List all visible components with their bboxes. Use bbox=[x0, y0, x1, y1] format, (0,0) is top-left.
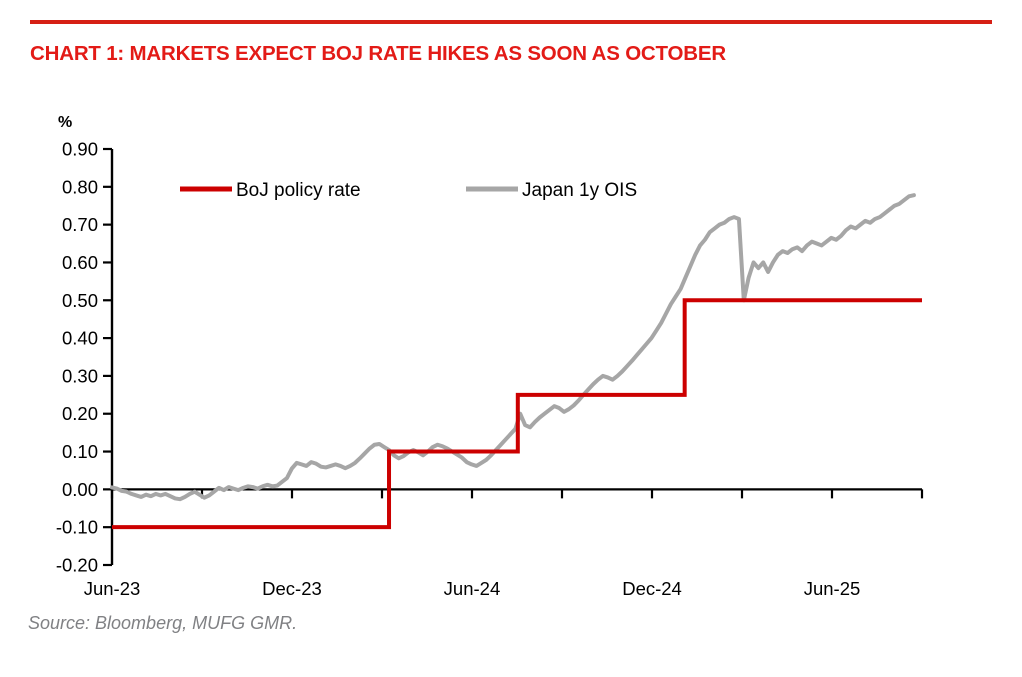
source-note: Source: Bloomberg, MUFG GMR. bbox=[28, 613, 298, 633]
y-tick-label: 0.30 bbox=[62, 365, 98, 386]
y-tick-label: 0.80 bbox=[62, 176, 98, 197]
y-tick-label: -0.20 bbox=[56, 555, 98, 576]
y-tick-label: 0.40 bbox=[62, 328, 98, 349]
y-tick-label: -0.10 bbox=[56, 517, 98, 538]
y-tick-label: 0.60 bbox=[62, 252, 98, 273]
y-tick-label: 0.50 bbox=[62, 290, 98, 311]
chart-svg: 0.90 0.80 0.70 0.60 0.50 0.40 0.30 0.20 0.10 0.00… bbox=[56, 114, 924, 599]
x-tick-label: Jun-24 bbox=[444, 578, 501, 599]
y-tick-label: 0.00 bbox=[62, 479, 98, 500]
x-axis-tick-labels: Jun-23 Dec-23 Jun-24 Dec-24 Jun-25 bbox=[84, 578, 861, 599]
y-tick-label: 0.10 bbox=[62, 441, 98, 462]
y-tick-label: 0.20 bbox=[62, 403, 98, 424]
series-boj-policy-rate bbox=[112, 298, 922, 530]
chart-figure: 0.90 0.80 0.70 0.60 0.50 0.40 0.30 0.20 0.10 0.00… bbox=[0, 95, 1022, 605]
page-title: CHART 1: MARKETS EXPECT BOJ RATE HIKES A… bbox=[30, 42, 726, 65]
title-rule-divider bbox=[30, 20, 992, 24]
axis-lines bbox=[110, 149, 922, 565]
y-tick-label: 0.70 bbox=[62, 214, 98, 235]
y-tick-label: 0.90 bbox=[62, 139, 98, 160]
y-axis-tick-labels: 0.90 0.80 0.70 0.60 0.50 0.40 0.30 0.20 0.10 0.00… bbox=[56, 139, 98, 576]
x-tick-label: Dec-23 bbox=[262, 578, 322, 599]
y-axis-unit: % bbox=[58, 114, 72, 131]
x-tick-label: Jun-23 bbox=[84, 578, 141, 599]
y-axis-ticks bbox=[103, 147, 112, 567]
series-japan-1y-ois bbox=[110, 193, 916, 502]
chart-legend: BoJ policy rate Japan 1y OIS bbox=[180, 180, 637, 201]
y-axis-unit-label: % bbox=[58, 114, 72, 131]
x-tick-label: Dec-24 bbox=[622, 578, 682, 599]
legend-label: Japan 1y OIS bbox=[522, 180, 637, 201]
x-axis-ticks bbox=[110, 489, 924, 499]
line-japan-1y-ois bbox=[110, 193, 916, 502]
line-boj-policy-rate bbox=[112, 298, 922, 530]
x-tick-label: Jun-25 bbox=[804, 578, 861, 599]
legend-label: BoJ policy rate bbox=[236, 180, 361, 201]
